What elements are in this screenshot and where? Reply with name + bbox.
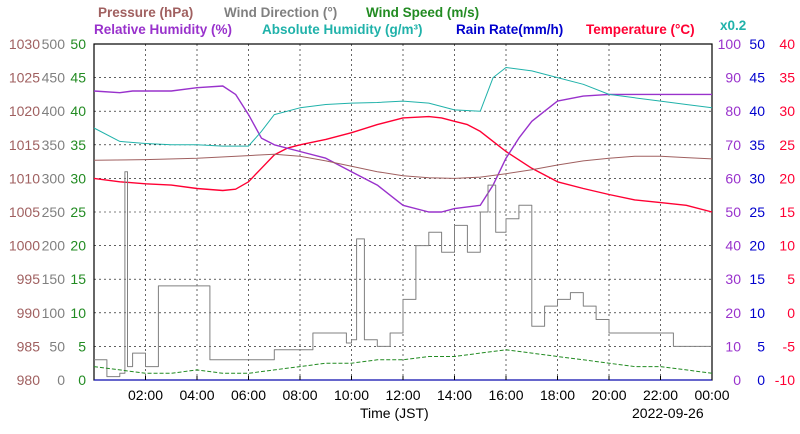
tick-wind-dir: 350 bbox=[42, 137, 66, 153]
legend-wind-speed: Wind Speed (m/s) bbox=[366, 5, 479, 20]
tick-humidity: 80 bbox=[725, 103, 741, 119]
tick-wind-speed: 45 bbox=[70, 70, 86, 86]
x-axis-title: Time (JST) bbox=[360, 405, 429, 421]
tick-pressure: 1020 bbox=[9, 103, 40, 119]
tick-wind-speed: 5 bbox=[78, 338, 86, 354]
tick-pressure: 985 bbox=[17, 338, 41, 354]
x-tick-label: 04:00 bbox=[179, 387, 214, 403]
tick-pressure: 980 bbox=[17, 372, 41, 388]
tick-wind-speed: 25 bbox=[70, 204, 86, 220]
tick-rain: 25 bbox=[749, 204, 765, 220]
series-absolute-humidity-g-m bbox=[93, 67, 713, 147]
series-temperature-c bbox=[93, 115, 713, 213]
tick-rain: 30 bbox=[749, 170, 765, 186]
tick-temperature: -10 bbox=[775, 372, 795, 388]
tick-wind-dir: 250 bbox=[42, 204, 66, 220]
x-tick-label: 12:00 bbox=[385, 387, 420, 403]
chart-date: 2022-09-26 bbox=[632, 405, 704, 421]
legend-absolute-humidity: Absolute Humidity (g/m³) bbox=[262, 22, 423, 37]
tick-humidity: 70 bbox=[725, 137, 741, 153]
axes-group: 1030102510201015101010051000995990985980… bbox=[9, 36, 795, 403]
x-tick-label: 00:00 bbox=[694, 387, 729, 403]
tick-wind-dir: 200 bbox=[42, 238, 66, 254]
tick-temperature: -5 bbox=[783, 338, 796, 354]
tick-humidity: 60 bbox=[725, 170, 741, 186]
tick-wind-speed: 20 bbox=[70, 238, 86, 254]
tick-rain: 0 bbox=[757, 372, 765, 388]
legend-rain-rate: Rain Rate(mm/h) bbox=[456, 22, 563, 37]
x-tick-label: 22:00 bbox=[643, 387, 678, 403]
tick-temperature: 10 bbox=[779, 238, 795, 254]
tick-pressure: 1030 bbox=[9, 36, 40, 52]
series-relative-humidity bbox=[93, 85, 712, 213]
x-tick-label: 14:00 bbox=[437, 387, 472, 403]
series-wind-speed-m-s bbox=[93, 349, 713, 374]
tick-rain: 15 bbox=[749, 271, 765, 287]
tick-wind-dir: 450 bbox=[42, 70, 66, 86]
tick-wind-speed: 0 bbox=[78, 372, 86, 388]
x-tick-label: 08:00 bbox=[282, 387, 317, 403]
legend-wind-direction: Wind Direction (°) bbox=[224, 5, 337, 20]
x-tick-label: 18:00 bbox=[540, 387, 575, 403]
tick-rain: 45 bbox=[749, 70, 765, 86]
x-tick-label: 02:00 bbox=[128, 387, 163, 403]
tick-temperature: 5 bbox=[787, 271, 795, 287]
series-pressure-hpa bbox=[93, 153, 713, 179]
x-tick-label: 20:00 bbox=[591, 387, 626, 403]
tick-wind-speed: 40 bbox=[70, 103, 86, 119]
tick-rain: 20 bbox=[749, 238, 765, 254]
tick-wind-speed: 15 bbox=[70, 271, 86, 287]
tick-temperature: 15 bbox=[779, 204, 795, 220]
tick-wind-dir: 100 bbox=[42, 305, 66, 321]
tick-wind-dir: 500 bbox=[42, 36, 66, 52]
tick-humidity: 40 bbox=[725, 238, 741, 254]
series-wind-direction bbox=[94, 171, 712, 378]
tick-pressure: 1010 bbox=[9, 170, 40, 186]
abs-humidity-scale-note: x0.2 bbox=[720, 18, 746, 33]
tick-pressure: 995 bbox=[17, 271, 41, 287]
tick-pressure: 990 bbox=[17, 305, 41, 321]
tick-wind-dir: 50 bbox=[49, 338, 65, 354]
tick-humidity: 20 bbox=[725, 305, 741, 321]
legend-pressure: Pressure (hPa) bbox=[98, 5, 193, 20]
tick-wind-dir: 0 bbox=[57, 372, 65, 388]
tick-humidity: 100 bbox=[718, 36, 742, 52]
tick-wind-dir: 150 bbox=[42, 271, 66, 287]
tick-temperature: 0 bbox=[787, 305, 795, 321]
tick-wind-speed: 50 bbox=[70, 36, 86, 52]
tick-pressure: 1005 bbox=[9, 204, 40, 220]
x-tick-label: 06:00 bbox=[231, 387, 266, 403]
tick-wind-speed: 30 bbox=[70, 170, 86, 186]
legend-temperature: Temperature (°C) bbox=[586, 22, 695, 37]
x-tick-label: 16:00 bbox=[488, 387, 523, 403]
tick-rain: 5 bbox=[757, 338, 765, 354]
tick-pressure: 1015 bbox=[9, 137, 40, 153]
tick-humidity: 0 bbox=[733, 372, 741, 388]
tick-pressure: 1025 bbox=[9, 70, 40, 86]
tick-humidity: 50 bbox=[725, 204, 741, 220]
tick-wind-speed: 10 bbox=[70, 305, 86, 321]
tick-humidity: 90 bbox=[725, 70, 741, 86]
tick-rain: 40 bbox=[749, 103, 765, 119]
tick-wind-dir: 400 bbox=[42, 103, 66, 119]
tick-pressure: 1000 bbox=[9, 238, 40, 254]
tick-temperature: 30 bbox=[779, 103, 795, 119]
tick-rain: 50 bbox=[749, 36, 765, 52]
tick-humidity: 10 bbox=[725, 338, 741, 354]
tick-temperature: 25 bbox=[779, 137, 795, 153]
tick-rain: 10 bbox=[749, 305, 765, 321]
tick-humidity: 30 bbox=[725, 271, 741, 287]
x-tick-label: 10:00 bbox=[334, 387, 369, 403]
tick-temperature: 40 bbox=[779, 36, 795, 52]
tick-wind-dir: 300 bbox=[42, 170, 66, 186]
tick-temperature: 20 bbox=[779, 170, 795, 186]
legend-relative-humidity: Relative Humidity (%) bbox=[94, 22, 232, 37]
tick-wind-speed: 35 bbox=[70, 137, 86, 153]
tick-rain: 35 bbox=[749, 137, 765, 153]
tick-temperature: 35 bbox=[779, 70, 795, 86]
